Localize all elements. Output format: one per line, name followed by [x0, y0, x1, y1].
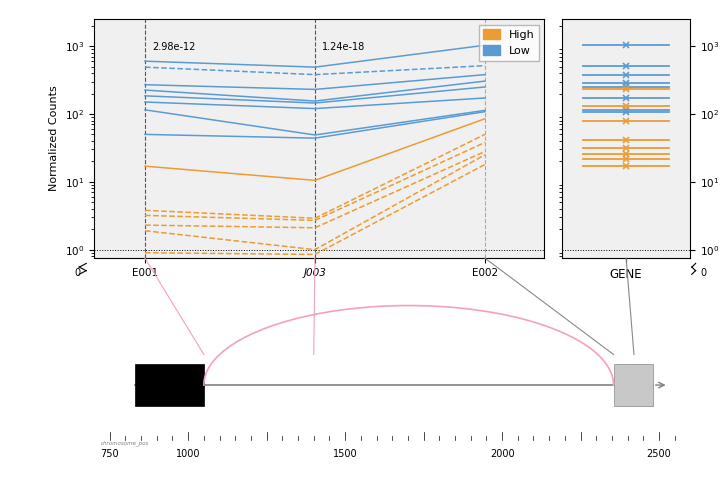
Text: 1500: 1500: [333, 449, 357, 459]
Y-axis label: Normalized Counts: Normalized Counts: [49, 86, 59, 192]
Text: 2.98e-12: 2.98e-12: [152, 42, 195, 52]
Legend: High, Low: High, Low: [479, 25, 539, 61]
FancyBboxPatch shape: [614, 364, 653, 406]
Text: 1000: 1000: [176, 449, 200, 459]
Text: 1.24e-18: 1.24e-18: [322, 42, 365, 52]
Text: 0: 0: [74, 268, 80, 278]
Text: 750: 750: [100, 449, 119, 459]
Text: 0: 0: [701, 268, 707, 278]
Text: 2500: 2500: [646, 449, 672, 459]
Text: 2000: 2000: [489, 449, 515, 459]
Text: chromosome_pos: chromosome_pos: [100, 440, 149, 446]
FancyBboxPatch shape: [134, 364, 204, 406]
